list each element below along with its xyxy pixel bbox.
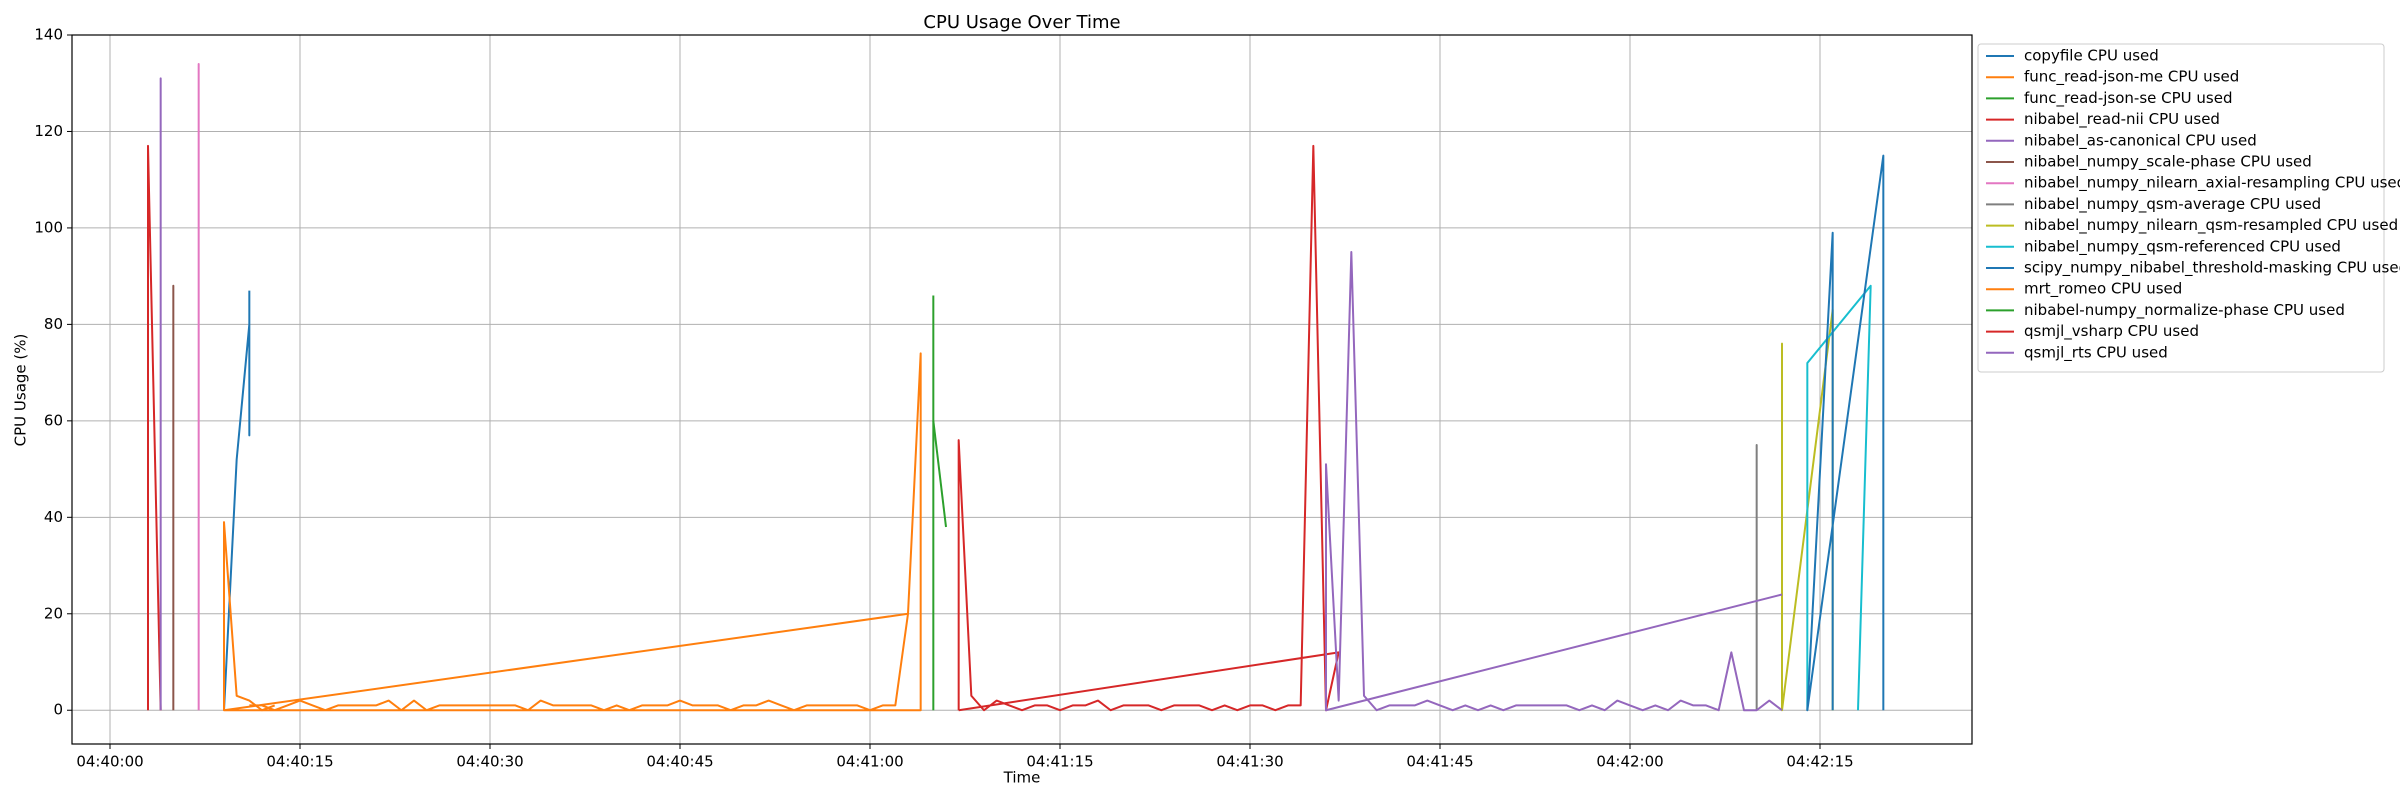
- x-tick-label: 04:40:45: [646, 753, 713, 771]
- y-tick-label: 60: [44, 411, 63, 429]
- legend-label: scipy_numpy_nibabel_threshold-masking CP…: [2024, 259, 2400, 278]
- line-series: [223, 290, 251, 711]
- legend-label: nibabel_numpy_nilearn_qsm-resampled CPU …: [2024, 216, 2398, 235]
- legend-label: func_read-json-me CPU used: [2024, 68, 2239, 87]
- line-series: [147, 144, 162, 711]
- y-axis-label: CPU Usage (%): [12, 334, 30, 447]
- line-series: [1806, 154, 1885, 712]
- y-tick-label: 0: [53, 701, 63, 719]
- line-series: [223, 352, 922, 712]
- legend-label: mrt_romeo CPU used: [2024, 280, 2182, 299]
- legend-label: copyfile CPU used: [2024, 47, 2159, 65]
- chart-title: CPU Usage Over Time: [923, 12, 1120, 33]
- legend-label: nibabel_numpy_scale-phase CPU used: [2024, 153, 2312, 172]
- legend-label: nibabel_numpy_nilearn_axial-resampling C…: [2024, 174, 2400, 193]
- legend-label: nibabel_numpy_qsm-average CPU used: [2024, 195, 2321, 214]
- x-tick-label: 04:42:00: [1596, 753, 1663, 771]
- plot-frame: [71, 34, 1973, 745]
- x-tick-label: 04:40:30: [456, 753, 523, 771]
- x-tick-label: 04:41:30: [1216, 753, 1283, 771]
- legend-label: qsmjl_rts CPU used: [2024, 343, 2168, 362]
- legend-label: qsmjl_vsharp CPU used: [2024, 322, 2199, 341]
- line-series: [1806, 284, 1872, 711]
- x-tick-label: 04:42:15: [1786, 753, 1853, 771]
- y-tick-label: 140: [34, 26, 63, 44]
- y-tick-label: 40: [44, 508, 63, 526]
- x-tick-label: 04:41:15: [1026, 753, 1093, 771]
- legend-label: nibabel_read-nii CPU used: [2024, 110, 2220, 129]
- legend-label: nibabel-numpy_normalize-phase CPU used: [2024, 301, 2345, 320]
- x-tick-label: 04:40:00: [76, 753, 143, 771]
- x-tick-label: 04:40:15: [266, 753, 333, 771]
- legend-label: nibabel_numpy_qsm-referenced CPU used: [2024, 237, 2341, 256]
- legend-label: func_read-json-se CPU used: [2024, 89, 2232, 108]
- y-tick-label: 100: [34, 218, 63, 236]
- line-series: [932, 420, 947, 528]
- y-tick-label: 120: [34, 122, 63, 140]
- legend-label: nibabel_as-canonical CPU used: [2024, 131, 2257, 150]
- x-tick-label: 04:41:00: [836, 753, 903, 771]
- x-tick-label: 04:41:45: [1406, 753, 1473, 771]
- line-series: [957, 144, 1340, 712]
- y-tick-label: 80: [44, 315, 63, 333]
- x-axis-label: Time: [1003, 769, 1041, 787]
- y-tick-label: 20: [44, 604, 63, 622]
- legend-box: [1977, 43, 2385, 373]
- line-series: [1325, 251, 1783, 712]
